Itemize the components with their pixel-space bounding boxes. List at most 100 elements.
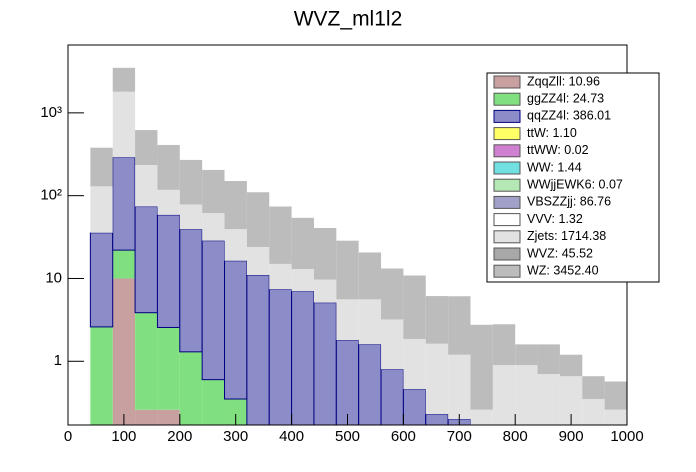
bar — [135, 130, 158, 165]
bar — [313, 279, 337, 303]
bar — [336, 240, 359, 300]
legend-swatch — [493, 144, 521, 158]
bar — [202, 379, 225, 425]
legend-label: WWjjEWK6: 0.07 — [527, 177, 623, 191]
bar — [448, 296, 471, 355]
bar — [112, 156, 136, 251]
bar — [559, 354, 583, 377]
legend-swatch — [493, 161, 521, 175]
bar — [112, 278, 136, 425]
axes: 0 100 200 300 400 500 600 700 800 900 1000 1 10 10² 10… — [40, 104, 643, 445]
bar — [291, 269, 314, 292]
y-tick-label: 10³ — [40, 104, 62, 121]
bar — [604, 381, 627, 410]
bar — [381, 268, 404, 320]
bar — [291, 217, 314, 270]
legend-swatch — [493, 195, 521, 209]
bar — [269, 206, 292, 264]
bar — [246, 246, 270, 276]
legend-label: VVV: 1.32 — [527, 212, 583, 226]
legend-label: Zjets: 1714.38 — [527, 229, 606, 243]
bar — [291, 290, 315, 425]
bar — [156, 214, 181, 328]
bar — [90, 147, 113, 187]
legend-label: WW: 1.44 — [527, 160, 582, 174]
x-tick-label: 400 — [279, 428, 304, 445]
x-tick-label: 200 — [167, 428, 192, 445]
legend-label: VBSZZjj: 86.76 — [527, 195, 611, 209]
bar — [157, 409, 180, 425]
bar — [135, 409, 158, 425]
bar — [157, 327, 180, 410]
legend-swatch — [493, 127, 521, 141]
x-tick-label: 300 — [223, 428, 248, 445]
bar — [358, 299, 382, 345]
bar — [448, 354, 471, 420]
bar — [89, 232, 114, 328]
bar — [112, 91, 136, 158]
x-tick-label: 900 — [559, 428, 584, 445]
legend-label: ttW: 1.10 — [527, 126, 577, 140]
bar — [157, 144, 180, 190]
bar — [358, 252, 382, 300]
legend-swatch — [493, 213, 521, 227]
chart-title: WVZ_ml1l2 — [294, 8, 403, 31]
bar — [179, 204, 203, 230]
legend-label: ggZZ4l: 24.73 — [527, 91, 604, 105]
legend-swatch — [493, 178, 521, 192]
legend-label: ZqqZll: 10.96 — [527, 74, 600, 88]
x-tick-label: 800 — [503, 428, 528, 445]
bar — [537, 374, 560, 425]
bar — [582, 399, 605, 425]
bar — [202, 213, 225, 241]
bar — [224, 399, 247, 425]
bar — [90, 186, 113, 233]
y-tick-label: 10 — [45, 269, 62, 286]
legend-label: WVZ: 45.52 — [527, 246, 593, 260]
y-tick-label: 10² — [40, 187, 62, 204]
bars — [89, 67, 627, 425]
bar — [112, 67, 136, 92]
bar — [224, 260, 248, 400]
bar — [515, 365, 538, 425]
bar — [224, 181, 247, 230]
bar — [604, 409, 627, 425]
bar — [403, 275, 426, 339]
bar — [268, 288, 293, 425]
bar — [380, 368, 404, 425]
x-tick-label: 600 — [391, 428, 416, 445]
bar — [269, 263, 292, 290]
legend: ZqqZll: 10.96 ggZZ4l: 24.73 qqZZ4l: 386.01… — [486, 72, 660, 283]
bar — [179, 351, 203, 425]
x-tick-label: 100 — [111, 428, 136, 445]
bar — [492, 324, 516, 366]
bar — [90, 326, 113, 425]
bar — [246, 192, 270, 247]
bar — [112, 250, 136, 279]
bar — [402, 388, 427, 425]
legend-box — [486, 72, 660, 283]
legend-swatch — [493, 247, 521, 261]
legend-swatch — [493, 75, 521, 89]
bar — [470, 324, 493, 410]
bar — [135, 164, 158, 207]
legend-swatch — [493, 230, 521, 244]
bar — [381, 319, 404, 370]
bar — [559, 376, 583, 425]
y-tick-label: 1 — [54, 352, 62, 369]
x-tick-label: 500 — [335, 428, 360, 445]
bar — [425, 296, 449, 344]
bar — [537, 344, 560, 375]
bar — [582, 376, 605, 400]
bar — [358, 343, 382, 425]
bar — [134, 206, 158, 314]
legend-label: ttWW: 0.02 — [527, 143, 589, 157]
x-tick-label: 700 — [447, 428, 472, 445]
bar — [313, 227, 337, 280]
bar — [202, 169, 225, 214]
bar — [201, 240, 226, 381]
bar — [157, 189, 180, 215]
legend-label: WZ: 3452.40 — [527, 263, 599, 277]
bar — [135, 312, 158, 410]
bar — [403, 338, 426, 390]
